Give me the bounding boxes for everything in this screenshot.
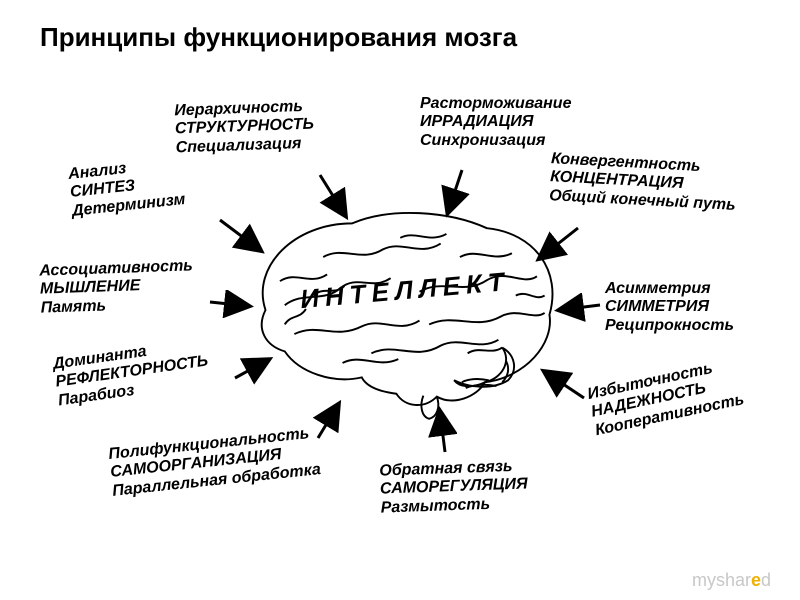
principle-group-associativity: Ассоциативность МЫШЛЕНИЕ Память: [39, 257, 194, 317]
brain-illustration: [227, 195, 574, 425]
principle-group-convergence: Конвергентность КОНЦЕНТРАЦИЯ Общий конеч…: [549, 150, 738, 215]
principle-group-asymmetry: Асимметрия СИММЕТРИЯ Реципрокность: [605, 280, 734, 335]
principle-group-feedback: Обратная связь САМОРЕГУЛЯЦИЯ Размытость: [379, 457, 529, 517]
watermark-suffix: d: [761, 570, 771, 590]
watermark-accent: e: [751, 570, 761, 590]
watermark-prefix: myshar: [692, 570, 751, 590]
page-title: Принципы функционирования мозга: [40, 22, 517, 53]
principle-group-dominant: Доминанта РЕФЛЕКТОРНОСТЬ Парабиоз: [52, 335, 212, 411]
watermark: myshared: [692, 570, 771, 591]
principle-group-analysis: Анализ СИНТЕЗ Детерминизм: [67, 154, 186, 221]
principle-group-disinhibition: Расторможивание ИРРАДИАЦИЯ Синхронизация: [420, 95, 571, 150]
principle-group-redundancy: Избыточность НАДЕЖНОСТЬ Кооперативность: [586, 355, 746, 441]
page: Принципы функционирования мозга: [0, 0, 800, 600]
principle-group-hierarchy: Иерархичность СТРУКТУРНОСТЬ Специализаци…: [174, 98, 315, 158]
principle-group-polyfunctional: Полифункциональность САМООРГАНИЗАЦИЯ Пар…: [108, 424, 322, 501]
